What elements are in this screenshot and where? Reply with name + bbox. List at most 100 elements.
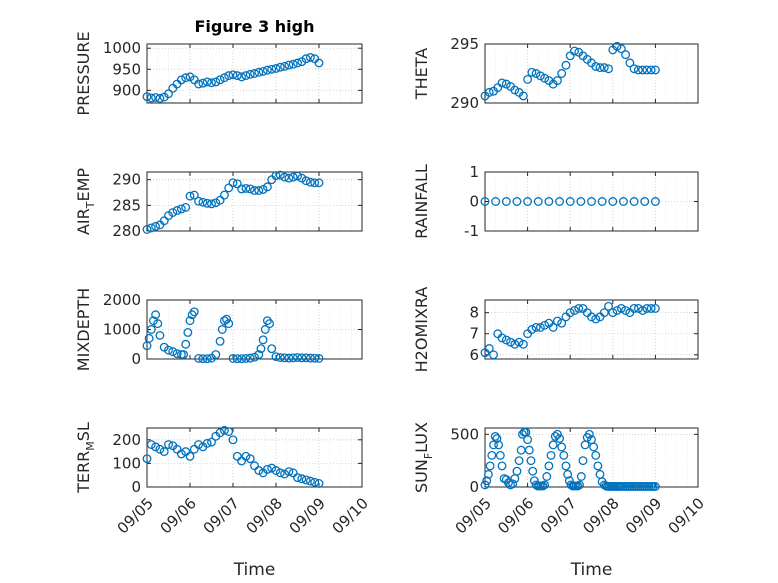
data-point — [638, 306, 648, 315]
data-point — [194, 79, 204, 89]
data-point — [578, 456, 588, 466]
y-axis-label: H2OMIXRA — [412, 287, 431, 373]
data-point — [527, 325, 537, 334]
data-point — [501, 197, 511, 206]
data-point — [271, 171, 281, 181]
data-point — [565, 308, 575, 318]
data-point — [650, 482, 660, 491]
data-point — [557, 318, 567, 328]
y-axis-label: SUNFLUX — [412, 422, 435, 493]
y-tick-label: 1 — [469, 163, 479, 181]
data-point — [224, 183, 234, 193]
data-point — [314, 353, 324, 363]
data-point — [275, 468, 285, 478]
data-point — [258, 184, 268, 194]
data-point — [164, 345, 173, 355]
data-point — [254, 350, 264, 360]
data-point — [491, 197, 501, 206]
data-point — [548, 440, 558, 450]
data-point — [207, 437, 216, 447]
y-tick-label: 8 — [469, 304, 479, 322]
data-point — [314, 178, 324, 188]
data-point — [293, 171, 302, 181]
data-point — [241, 353, 251, 363]
y-axis-label: AIRTEMP — [74, 168, 97, 235]
data-point — [224, 71, 234, 81]
data-point — [501, 79, 511, 89]
data-point — [612, 306, 622, 315]
data-point — [597, 197, 607, 206]
data-point — [293, 58, 302, 68]
data-point — [176, 204, 186, 214]
data-point — [215, 195, 225, 205]
data-point — [284, 60, 294, 70]
data-point — [642, 303, 652, 313]
data-point — [533, 197, 543, 206]
data-point — [640, 197, 650, 206]
data-point — [310, 477, 320, 487]
data-point — [604, 301, 613, 311]
data-point — [181, 73, 191, 83]
data-point — [633, 65, 643, 75]
data-point — [155, 330, 165, 340]
data-point — [232, 179, 242, 189]
data-point — [490, 431, 500, 441]
y-tick-label: -1 — [464, 222, 479, 240]
data-point — [241, 183, 251, 193]
data-point — [584, 429, 594, 439]
data-point — [570, 46, 579, 56]
y-tick-label: 950 — [112, 60, 141, 78]
data-point — [621, 50, 631, 60]
data-point — [489, 350, 498, 360]
data-point — [510, 85, 520, 95]
data-point — [497, 333, 507, 343]
data-point — [557, 442, 567, 452]
data-point — [310, 353, 320, 363]
data-point — [629, 303, 639, 313]
data-point — [194, 440, 204, 449]
data-point — [151, 221, 161, 231]
data-point — [271, 352, 281, 362]
data-point — [224, 319, 234, 329]
data-point — [629, 197, 639, 206]
data-point — [650, 197, 660, 206]
y-tick-label: 0 — [469, 193, 479, 211]
data-point — [144, 333, 154, 343]
data-point — [642, 65, 652, 75]
data-point — [544, 197, 554, 206]
data-point — [151, 442, 161, 452]
data-point — [576, 472, 586, 481]
data-point — [260, 325, 270, 334]
data-point — [275, 62, 285, 72]
data-point — [168, 347, 178, 357]
data-point — [228, 353, 238, 363]
data-point — [552, 429, 562, 439]
y-tick-label: 0 — [131, 478, 141, 496]
y-tick-label: 285 — [112, 196, 141, 214]
y-tick-label: 200 — [112, 431, 141, 449]
data-point — [176, 75, 186, 85]
data-point — [526, 456, 536, 466]
data-point — [565, 197, 575, 206]
data-point — [142, 92, 152, 102]
data-point — [219, 190, 229, 200]
data-point — [608, 308, 618, 318]
data-point — [482, 476, 492, 486]
data-point — [284, 467, 294, 477]
axes-box — [146, 171, 363, 232]
data-point — [267, 463, 277, 473]
data-point — [575, 480, 585, 490]
data-point — [485, 461, 495, 471]
data-point — [544, 461, 554, 471]
data-point — [228, 435, 238, 445]
data-point — [305, 177, 315, 187]
data-point — [189, 307, 199, 317]
data-point — [650, 65, 660, 75]
data-point — [293, 473, 302, 483]
data-point — [591, 450, 601, 460]
data-point — [159, 216, 169, 226]
data-point — [198, 197, 208, 207]
y-tick-label: 900 — [112, 81, 141, 99]
data-point — [181, 339, 191, 349]
data-point — [301, 54, 311, 64]
